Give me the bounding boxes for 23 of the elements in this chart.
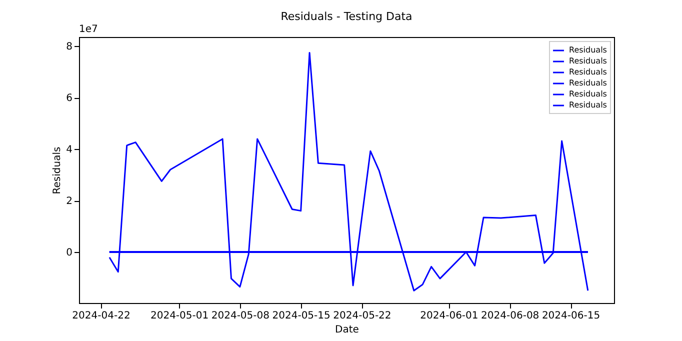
text: 1e7 (79, 24, 98, 35)
x-tick-label: 2024-06-08 (481, 310, 540, 322)
x-tick-label: 2024-05-15 (272, 310, 330, 322)
legend-label: Residuals (569, 78, 607, 88)
chart-title: Residuals - Testing Data (280, 10, 412, 23)
y-tick-label: 6 (66, 93, 72, 104)
legend-label: Residuals (569, 100, 607, 110)
x-tick-label: 2024-06-01 (420, 310, 478, 322)
y-tick-label: 8 (66, 42, 72, 53)
y-axis-title: Residuals (52, 146, 64, 194)
x-axis-title: Date (335, 324, 359, 336)
x-tick-label: 2024-05-08 (211, 310, 270, 322)
x-tick-label: 2024-05-01 (150, 310, 209, 322)
y-tick-label: 2 (66, 196, 72, 208)
x-tick-label: 2024-05-22 (333, 310, 392, 322)
y-tick-label: 0 (66, 248, 72, 259)
legend-label: Residuals (569, 68, 607, 76)
legend-label: Residuals (569, 56, 607, 66)
y-tick-label: 4 (66, 144, 72, 156)
legend-label: Residuals (569, 90, 607, 98)
x-tick-label: 2024-04-22 (72, 310, 130, 322)
legend-label: Residuals (569, 46, 607, 54)
x-tick-label: 2024-06-15 (542, 310, 600, 322)
